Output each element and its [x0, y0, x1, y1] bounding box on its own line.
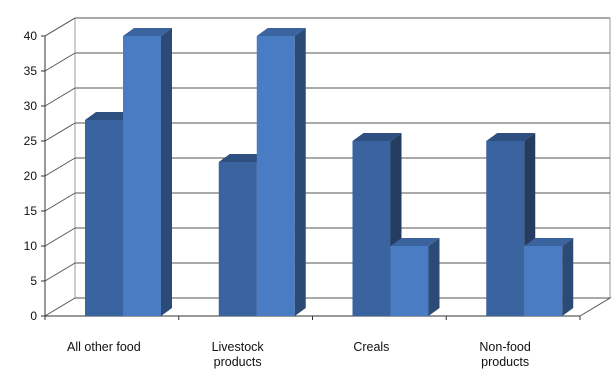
gridline-side: [44, 157, 76, 177]
x-category-label: All other food: [67, 340, 141, 354]
gridline-side: [44, 192, 76, 212]
bar-s2-1: [256, 28, 306, 316]
y-tick-label: 15: [24, 204, 38, 218]
y-axis-ticks: 0 5 10 15 20 25 30 35 40: [24, 29, 45, 323]
x-category-label: products: [214, 355, 262, 369]
y-tick-label: 30: [24, 99, 38, 113]
x-category-label: Non-food: [479, 340, 530, 354]
y-tick-label: 40: [24, 29, 38, 43]
gridline-side: [44, 52, 76, 72]
x-category-label: Livestock: [212, 340, 265, 354]
x-category-label: Creals: [353, 340, 389, 354]
y-tick-label: 0: [30, 309, 37, 323]
y-tick-label: 10: [24, 239, 38, 253]
x-category-label: products: [481, 355, 529, 369]
bar-s2-3: [524, 238, 574, 316]
y-tick-label: 5: [30, 274, 37, 288]
y-tick-label: 25: [24, 134, 38, 148]
bar-s2-0: [123, 28, 172, 316]
gridline-side: [44, 17, 76, 37]
gridline-side: [44, 227, 76, 247]
bars: [85, 28, 574, 316]
bar-s2-2: [390, 238, 440, 316]
y-tick-label: 35: [24, 64, 38, 78]
y-tick-label: 20: [24, 169, 38, 183]
gridline-side: [44, 87, 76, 107]
bar-s1-3: [486, 133, 536, 316]
gridline-side: [44, 122, 76, 142]
gridline-side: [44, 262, 76, 282]
